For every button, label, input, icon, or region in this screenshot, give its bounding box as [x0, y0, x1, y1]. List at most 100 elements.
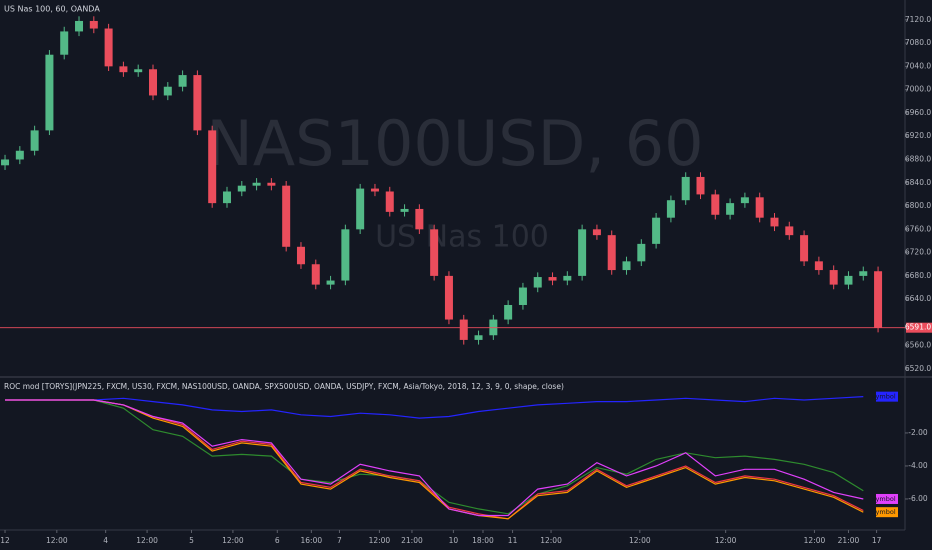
candle-body [681, 176, 690, 201]
candle-body [607, 235, 616, 271]
candle-body [15, 150, 24, 160]
candle-body [193, 75, 202, 131]
candle-body [400, 208, 409, 212]
x-tick-label: 5 [189, 536, 194, 545]
y-tick-label: 6920.0 [905, 131, 931, 140]
series-label: symbol 5 [872, 393, 902, 401]
roc-line [5, 396, 864, 419]
candle-body [637, 243, 646, 262]
y-tick-label: 7080.0 [905, 38, 931, 47]
x-tick-label: 10 [449, 536, 459, 545]
candle-body [296, 246, 305, 265]
candle-body [60, 31, 69, 55]
candle-body [770, 217, 779, 227]
x-tick-label: 12:00 [222, 536, 244, 545]
candle-body [829, 270, 838, 285]
y-tick-label: 6520.0 [905, 364, 931, 373]
y-tick-label: 7000.0 [905, 85, 931, 94]
candle-body [326, 280, 335, 285]
y-tick-label: 7040.0 [905, 61, 931, 70]
candle-body [370, 188, 379, 192]
x-tick-label: 16:00 [301, 536, 323, 545]
candle-body [134, 69, 143, 73]
candle-body [563, 275, 572, 281]
candle-body [252, 182, 261, 186]
x-tick-label: 12:00 [715, 536, 737, 545]
candle-body [119, 66, 128, 73]
indicator-title[interactable]: ROC mod [TORYS](JPN225, FXCM, US30, FXCM… [4, 382, 564, 391]
watermark-symbol: NAS100USD, 60 [206, 107, 703, 180]
candle-body [518, 287, 527, 305]
x-tick-label: 12:00 [804, 536, 826, 545]
x-tick-label: 6 [275, 536, 280, 545]
roc-line [5, 399, 864, 520]
candle-body [104, 28, 113, 67]
watermark: NAS100USD, 60 US Nas 100 [206, 107, 703, 254]
x-tick-label: 12:00 [46, 536, 68, 545]
candle-body [30, 130, 39, 151]
candle-body [1, 159, 10, 166]
candle-body [504, 304, 513, 320]
candle-body [859, 271, 868, 276]
candle-body [548, 277, 557, 281]
main-title[interactable]: US Nas 100, 60, OANDA [4, 5, 100, 14]
candle-body [844, 275, 853, 285]
x-tick-label: 12:00 [369, 536, 391, 545]
series-label-box [876, 493, 898, 504]
candle-body [311, 264, 320, 285]
series-label-box [876, 391, 898, 402]
y-tick-label: 6560.0 [905, 341, 931, 350]
candle-body [430, 229, 439, 276]
candle-body [75, 20, 84, 32]
y-tick-label: -4.00 [908, 461, 928, 470]
candle-body [592, 229, 601, 236]
candle-body [533, 277, 542, 288]
y-tick-label: 6680.0 [905, 271, 931, 280]
candle-body [385, 191, 394, 212]
candle-body [163, 86, 172, 96]
x-tick-label: 18:00 [472, 536, 494, 545]
x-tick-label: 12:00 [540, 536, 562, 545]
candle-body [444, 275, 453, 320]
y-tick-label: 6760.0 [905, 224, 931, 233]
x-tick-label: 12 [0, 536, 10, 545]
x-tick-label: 17 [872, 536, 882, 545]
watermark-description: US Nas 100 [375, 220, 549, 255]
candle-body [356, 188, 365, 230]
candle-body [740, 197, 749, 204]
candle-body [874, 271, 883, 328]
y-tick-label: 6800.0 [905, 201, 931, 210]
candle-body [267, 182, 276, 186]
candle-body [149, 69, 158, 96]
y-tick-label: 7120.0 [905, 15, 931, 24]
candle-body [459, 319, 468, 340]
candle-body [578, 229, 587, 276]
candle-body [814, 261, 823, 271]
y-tick-label: 6840.0 [905, 178, 931, 187]
y-tick-label: 6720.0 [905, 248, 931, 257]
x-tick-label: 11 [508, 536, 518, 545]
roc-line [5, 399, 864, 517]
candle-body [474, 335, 483, 340]
candle-body [666, 200, 675, 218]
last-price-box [906, 322, 932, 333]
candle-body [785, 226, 794, 236]
candle-body [208, 130, 217, 204]
x-tick-label: 12:00 [629, 536, 651, 545]
candle-body [755, 197, 764, 218]
series-label: symbol 1 [872, 495, 902, 503]
candle-body [237, 185, 246, 192]
candle-body [415, 208, 424, 230]
series-label-box [876, 507, 898, 518]
y-tick-label: -6.00 [908, 494, 928, 503]
x-tick-label: 21:00 [838, 536, 860, 545]
y-tick-label: 6880.0 [905, 154, 931, 163]
candle-body [622, 261, 631, 271]
candle-body [800, 235, 809, 262]
candle-body [726, 203, 735, 215]
candle-body [222, 191, 231, 204]
candle-body [282, 185, 291, 247]
x-tick-label: 21:00 [401, 536, 423, 545]
